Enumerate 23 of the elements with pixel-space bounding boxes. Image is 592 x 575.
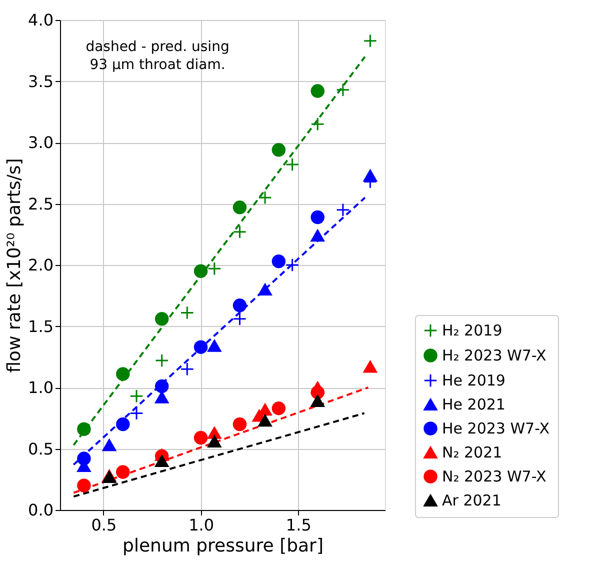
y-tick-label: 0.0 bbox=[28, 500, 54, 520]
x-tick-label: 1.5 bbox=[286, 516, 312, 534]
annotation: dashed - pred. using 93 μm throat diam. bbox=[86, 39, 230, 73]
y-tick-label: 2.0 bbox=[28, 256, 54, 274]
legend-label: H₂ 2023 W7-X bbox=[442, 346, 546, 364]
legend-label: H₂ 2019 bbox=[442, 322, 502, 340]
x-tick-label: 1.0 bbox=[188, 516, 214, 534]
legend-label: N₂ 2021 bbox=[442, 444, 502, 462]
y-tick-label: 4.0 bbox=[28, 10, 54, 30]
y-axis-title: flow rate [x10²⁰ parts/s] bbox=[4, 158, 26, 373]
legend-label: Ar 2021 bbox=[442, 492, 502, 510]
legend-label: He 2023 W7-X bbox=[442, 420, 550, 438]
x-axis-title: plenum pressure [bar] bbox=[122, 536, 324, 556]
legend-label: He 2021 bbox=[442, 396, 506, 414]
y-tick-label: 3.0 bbox=[28, 133, 54, 152]
legend-label: He 2019 bbox=[442, 372, 506, 390]
x-tick-label: 0.5 bbox=[91, 516, 117, 534]
y-tick-label: 0.5 bbox=[28, 439, 54, 458]
y-tick-label: 1.0 bbox=[28, 378, 54, 397]
legend-label: N₂ 2023 W7-X bbox=[442, 468, 546, 486]
y-tick-label: 2.5 bbox=[28, 194, 54, 214]
y-tick-label: 1.5 bbox=[28, 316, 54, 336]
y-tick-label: 3.5 bbox=[28, 72, 54, 91]
